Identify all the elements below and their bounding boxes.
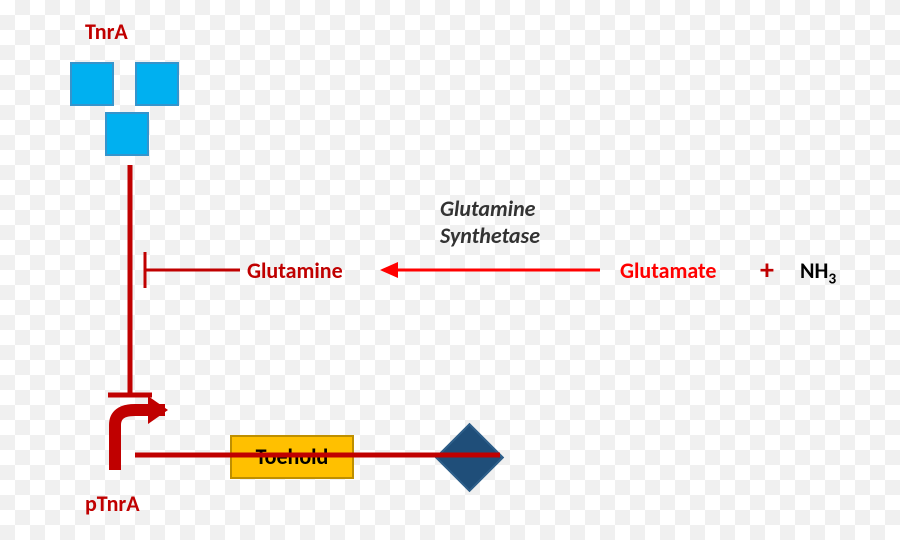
output-diamond	[435, 423, 504, 492]
promoter-arrow	[115, 396, 168, 470]
tnra-inhibit	[108, 165, 152, 395]
glutamine-label: Glutamine	[247, 257, 343, 284]
plus-icon: +	[760, 252, 774, 287]
ptnra-label: pTnrA	[85, 490, 140, 517]
nh3-label: NH3	[800, 257, 836, 288]
tnra-square-3	[105, 112, 149, 156]
nh3-base: NH	[800, 257, 828, 284]
glutamate-label: Glutamate	[620, 257, 717, 284]
tnra-label: TnrA	[85, 18, 128, 45]
tnra-square-2	[135, 62, 179, 106]
glutamine-inhibit	[145, 252, 240, 288]
tnra-square-1	[70, 62, 114, 106]
promoter-arrow-head	[148, 396, 168, 424]
toehold-box: Toehold	[230, 435, 354, 479]
promoter-arrow-path	[115, 410, 165, 470]
reaction-arrow-head	[380, 262, 398, 278]
enzyme-label-line2: Synthetase	[440, 222, 540, 249]
enzyme-label-line1: Glutamine	[440, 195, 536, 222]
nh3-sub: 3	[828, 269, 836, 288]
reaction-arrow	[380, 262, 600, 278]
